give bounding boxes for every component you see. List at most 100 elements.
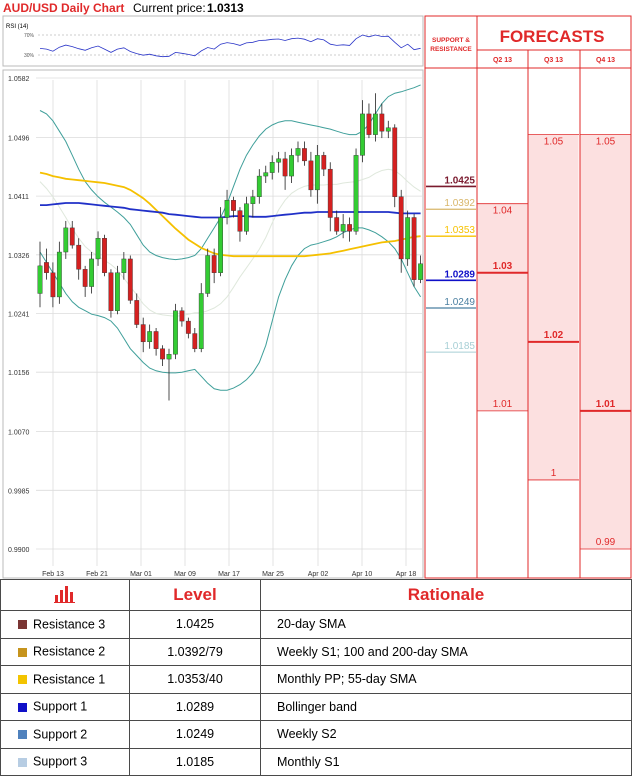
bar-chart-icon: [54, 585, 75, 603]
candle: [250, 189, 256, 218]
sr-level-value: 1.0185: [444, 341, 475, 352]
sr-level-value: 1.0289: [444, 269, 475, 280]
forecast-low-label: 0.99: [596, 537, 616, 548]
rsi-tick-30: 30%: [24, 53, 35, 59]
level-swatch: [18, 620, 27, 630]
bull-candle-body: [418, 263, 423, 280]
table-header: Level Rationale: [0, 579, 632, 611]
levels-table: Level Rationale Resistance 3 1.0425 20-day…: [0, 579, 632, 776]
bull-candle-body: [243, 203, 249, 232]
bear-candle-body: [237, 210, 243, 232]
bear-candle-body: [127, 258, 133, 301]
candle: [256, 169, 262, 204]
x-tick-label: Mar 09: [174, 571, 196, 578]
rsi-tick-70: 70%: [24, 33, 35, 39]
x-axis: Feb 13 Feb 21 Mar 01 Mar 09 Mar 17 Mar 25 Apr …: [42, 571, 416, 578]
candle: [192, 328, 198, 353]
bollinger-upper-line: [39, 84, 421, 261]
level-value: 1.0289: [129, 692, 261, 721]
bull-candle-body: [218, 217, 223, 273]
sr-level-value: 1.0353: [444, 225, 475, 236]
bull-candle-body: [276, 158, 282, 163]
x-tick-label: Mar 01: [130, 571, 152, 578]
candle: [224, 189, 230, 225]
chart-title: AUD/USD Daily Chart: [3, 1, 124, 15]
grid: [36, 77, 422, 566]
bear-candle-body: [44, 262, 49, 273]
bull-candle-body: [205, 255, 211, 294]
bear-candle-body: [134, 300, 140, 325]
bull-candle-body: [37, 265, 43, 294]
candle: [56, 241, 62, 304]
x-tick-label: Apr 02: [308, 571, 329, 578]
bull-candle-body: [166, 354, 172, 360]
rsi-panel: [2, 15, 424, 67]
candle: [76, 238, 82, 280]
forecast-high-label: 1.05: [544, 137, 564, 148]
bear-candle-body: [411, 217, 417, 280]
bull-candle-body: [250, 196, 256, 204]
bear-candle-body: [321, 155, 327, 170]
row-name-cell: Resistance 2: [0, 637, 130, 666]
level-swatch: [18, 730, 27, 740]
candle: [173, 303, 178, 360]
bear-candle-body: [102, 238, 107, 273]
candle: [95, 231, 101, 266]
candle: [237, 207, 243, 242]
candle: [127, 255, 133, 304]
level-name: Resistance 1: [33, 672, 106, 687]
candle: [392, 124, 398, 208]
bear-candle-body: [69, 227, 75, 246]
forecast-quarter: Q2 13: [493, 57, 512, 64]
candle: [50, 262, 56, 308]
level-value: 1.0353/40: [129, 665, 261, 694]
row-name-cell: Resistance 3: [0, 610, 130, 639]
candle: [114, 265, 120, 315]
y-tick-label: 1.0070: [8, 430, 30, 437]
x-tick-label: Apr 10: [352, 571, 373, 578]
bear-candle-body: [185, 320, 191, 334]
bull-candle-body: [263, 172, 269, 177]
sr-level-value: 1.0425: [444, 175, 475, 186]
bull-candle-body: [360, 113, 365, 156]
level-value: 1.0392/79: [129, 637, 261, 666]
price-label: Current price:: [133, 1, 206, 15]
bear-candle-body: [76, 244, 82, 270]
bear-candle-body: [50, 272, 56, 298]
candle: [69, 220, 75, 249]
level-rationale: Weekly S1; 100 and 200-day SMA: [260, 637, 632, 666]
y-tick-label: 1.0411: [8, 194, 29, 201]
header-icon-cell: [0, 579, 130, 611]
x-tick-label: Mar 17: [218, 571, 240, 578]
candle: [411, 214, 417, 287]
candle: [160, 345, 165, 366]
forecast-high-label: 1.04: [493, 206, 513, 217]
sr-header-line1: SUPPORT &: [432, 37, 470, 44]
y-tick-label: 1.0241: [8, 312, 30, 319]
x-tick-label: Feb 21: [86, 571, 108, 578]
x-tick-label: Feb 13: [42, 571, 64, 578]
candle: [405, 210, 411, 266]
candle: [89, 252, 95, 294]
level-rationale: Bollinger band: [260, 692, 632, 721]
candle: [295, 141, 301, 163]
bear-candle-body: [308, 160, 314, 191]
level-name: Support 3: [33, 755, 88, 770]
candle: [347, 217, 352, 242]
candle: [398, 189, 404, 273]
x-tick-label: Mar 25: [262, 571, 284, 578]
level-value: 1.0425: [129, 610, 261, 639]
sr-level-value: 1.0249: [444, 297, 475, 308]
level-name: Support 2: [33, 727, 88, 742]
candle: [140, 317, 146, 353]
candle: [334, 210, 340, 235]
bear-candle-body: [379, 113, 385, 132]
forecast-quarter: Q4 13: [596, 57, 615, 64]
y-tick-label: 1.0326: [8, 253, 30, 260]
bull-candle-body: [173, 310, 178, 355]
candle: [147, 324, 153, 349]
row-name-cell: Support 2: [0, 720, 130, 749]
forecast-quarter: Q3 13: [544, 57, 563, 64]
bull-candle-body: [63, 227, 69, 253]
sr-level-value: 1.0392: [444, 198, 475, 209]
